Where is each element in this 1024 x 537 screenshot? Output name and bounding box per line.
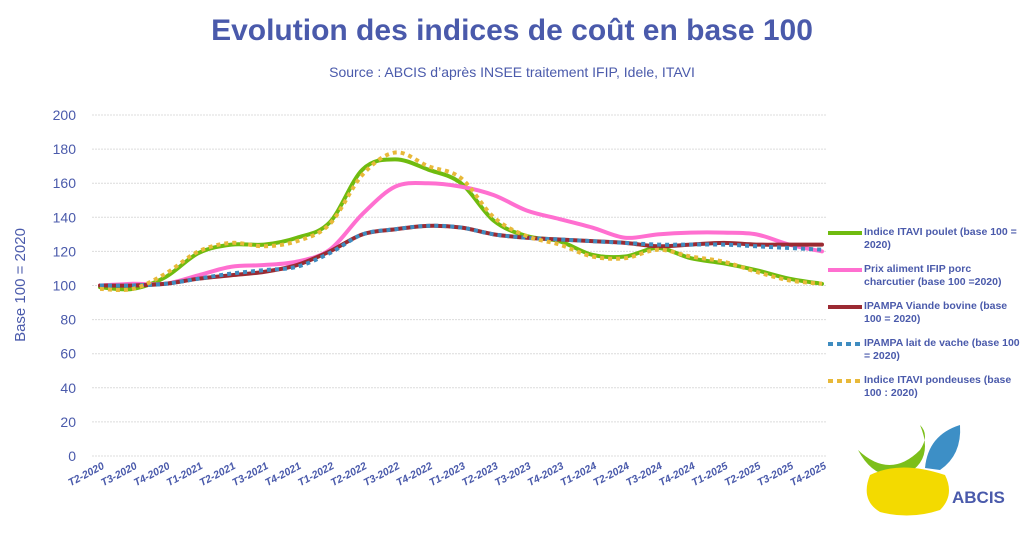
legend-label: Prix aliment IFIP porc charcutier (base … xyxy=(864,263,1002,288)
legend-item: Indice ITAVI poulet (base 100 = 2020) xyxy=(828,226,1024,252)
series-line-3 xyxy=(99,223,823,288)
x-tick-label: T4-2020 xyxy=(132,460,172,489)
x-tick-label: T3-2021 xyxy=(230,460,270,489)
series-line-1 xyxy=(98,180,824,288)
x-tick-label: T2-2023 xyxy=(460,460,500,489)
x-tick-label: T1-2022 xyxy=(296,460,336,489)
x-tick-label: T3-2025 xyxy=(755,460,795,489)
x-tick-label: T2-2025 xyxy=(723,460,763,489)
x-tick-label: T4-2022 xyxy=(394,460,434,489)
y-tick-label: 80 xyxy=(60,312,76,328)
series-line-0 xyxy=(98,157,824,292)
logo-text: ABCIS xyxy=(952,488,1005,507)
x-tick-label: T3-2023 xyxy=(493,460,533,489)
legend-item: Indice ITAVI pondeuses (base 100 : 2020) xyxy=(828,374,1024,400)
legend-label: IPAMPA lait de vache (base 100 = 2020) xyxy=(864,337,1020,362)
legend-swatch xyxy=(828,379,862,383)
x-tick-label: T3-2020 xyxy=(99,460,139,489)
x-tick-label: T2-2021 xyxy=(198,460,238,489)
y-tick-label: 120 xyxy=(53,243,77,259)
y-tick-label: 20 xyxy=(60,414,76,430)
logo-blue-leaf xyxy=(925,425,961,470)
legend-label: Indice ITAVI pondeuses (base 100 : 2020) xyxy=(864,374,1012,399)
series-line-4 xyxy=(99,150,823,293)
y-tick-label: 200 xyxy=(53,107,77,123)
x-tick-label: T2-2020 xyxy=(66,460,106,489)
legend-label: Indice ITAVI poulet (base 100 = 2020) xyxy=(864,226,1017,251)
legend-swatch xyxy=(828,305,862,309)
legend-swatch xyxy=(828,231,862,235)
x-tick-label: T2-2022 xyxy=(329,460,369,489)
logo-green-swoosh xyxy=(858,425,925,477)
x-tick-label: T1-2021 xyxy=(165,460,205,489)
x-tick-label: T4-2024 xyxy=(657,460,697,489)
chart-subtitle: Source : ABCIS d’après INSEE traitement … xyxy=(329,64,695,80)
chart-title: Evolution des indices de coût en base 10… xyxy=(211,14,813,47)
y-tick-label: 160 xyxy=(53,175,77,191)
y-tick-label: 180 xyxy=(53,141,77,157)
y-tick-label: 100 xyxy=(53,278,77,294)
y-tick-label: 40 xyxy=(60,380,76,396)
legend: Indice ITAVI poulet (base 100 = 2020) Pri… xyxy=(828,226,1024,411)
y-axis-label: Base 100 = 2020 xyxy=(12,228,29,342)
abcis-logo xyxy=(858,425,961,516)
legend-swatch xyxy=(828,268,862,272)
legend-item: IPAMPA lait de vache (base 100 = 2020) xyxy=(828,337,1024,363)
legend-item: Prix aliment IFIP porc charcutier (base … xyxy=(828,263,1024,289)
x-tick-label: T4-2021 xyxy=(263,460,303,489)
x-tick-label: T3-2024 xyxy=(624,460,664,489)
x-tick-label: T1-2025 xyxy=(690,460,730,489)
logo-yellow-shape xyxy=(866,467,949,516)
x-tick-label: T3-2022 xyxy=(362,460,402,489)
y-tick-label: 60 xyxy=(60,346,76,362)
x-tick-label: T1-2024 xyxy=(559,460,599,489)
y-tick-label: 140 xyxy=(53,209,77,225)
legend-label: IPAMPA Viande bovine (base 100 = 2020) xyxy=(864,300,1008,325)
x-tick-label: T4-2025 xyxy=(788,460,828,489)
legend-item: IPAMPA Viande bovine (base 100 = 2020) xyxy=(828,300,1024,326)
x-tick-label: T4-2023 xyxy=(526,460,566,489)
y-tick-label: 0 xyxy=(68,448,76,464)
series-line-2 xyxy=(98,223,824,288)
legend-swatch xyxy=(828,342,862,346)
x-tick-label: T2-2024 xyxy=(591,460,631,489)
x-tick-label: T1-2023 xyxy=(427,460,467,489)
